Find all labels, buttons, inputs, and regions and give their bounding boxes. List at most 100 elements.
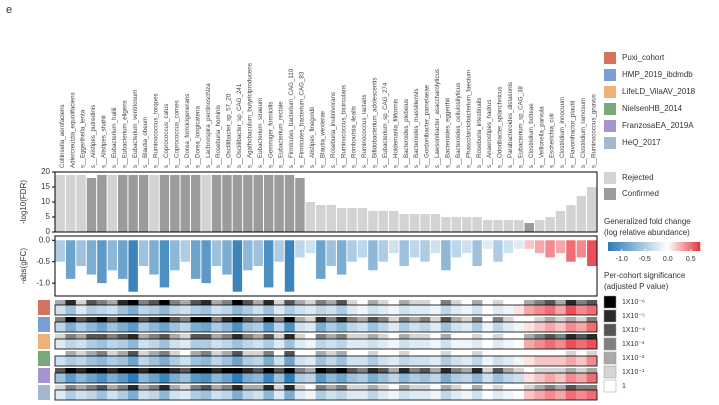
significance-cell [336, 385, 348, 390]
legend-swatch [604, 69, 616, 81]
heat-cell [451, 339, 462, 349]
significance-cell [492, 351, 504, 356]
x-tick-label: s__Ruminococcus_gnavus [590, 94, 597, 168]
heat-cell [346, 356, 358, 366]
significance-cell [221, 385, 233, 390]
heat-cell [586, 305, 598, 315]
bar [201, 240, 211, 284]
colorbar-cell [688, 242, 692, 251]
significance-swatch [603, 379, 617, 393]
heat-cell [55, 322, 66, 332]
colorbar-cell [651, 242, 655, 251]
bar [399, 214, 409, 232]
significance-cell [440, 351, 452, 356]
heat-cell [378, 322, 389, 332]
heat-cell [544, 339, 556, 349]
bar [55, 240, 65, 262]
heat-cell [221, 390, 233, 400]
heat-cell [221, 356, 233, 366]
heat-cell [180, 305, 191, 315]
heat-cell [107, 322, 118, 332]
heat-cell [576, 356, 587, 366]
significance-cell [263, 368, 275, 373]
heat-cell [440, 356, 452, 366]
bar [347, 208, 357, 232]
significance-cell [96, 317, 108, 322]
heat-cell [326, 390, 337, 400]
x-tick-label: s__Coprococcus_catus [163, 104, 170, 168]
x-tick-label: s__Alistipes_finegoldii [309, 107, 316, 168]
x-tick-label: s__Lachnospira_pectinoschiza [205, 83, 212, 168]
significance-cell [367, 317, 379, 322]
y-tick-label: 5 [46, 212, 51, 221]
heat-cell [534, 373, 546, 383]
heat-cell [555, 390, 566, 400]
significance-cell [148, 317, 160, 322]
heat-cell [169, 373, 181, 383]
significance-cell [367, 385, 379, 390]
significance-cell [86, 368, 97, 373]
significance-title: (adjusted P value) [604, 282, 669, 291]
significance-cell [513, 317, 525, 322]
heat-cell [336, 390, 348, 400]
significance-cell [138, 317, 150, 322]
heat-cell [127, 322, 139, 332]
x-tick-label: s__Holdemania_filiformis [392, 99, 399, 168]
significance-cell [576, 334, 587, 339]
significance-cell [55, 300, 66, 305]
significance-cell [242, 368, 254, 373]
heat-cell [190, 390, 202, 400]
significance-cell [555, 351, 566, 356]
heat-cell [357, 339, 368, 349]
heat-cell [200, 356, 212, 366]
significance-cell [127, 334, 139, 339]
heat-cell [86, 356, 97, 366]
colorbar-cell [644, 242, 648, 251]
heat-cell [96, 339, 108, 349]
significance-cell [378, 351, 389, 356]
significance-cell [576, 385, 587, 390]
significance-cell [211, 300, 222, 305]
significance-cell [388, 351, 400, 356]
significance-cell [211, 385, 222, 390]
significance-cell [169, 334, 181, 339]
significance-cell [461, 317, 473, 322]
heat-cell [253, 373, 264, 383]
x-tick-label: s__Eggerthella_lenta [80, 109, 87, 168]
heat-cell [148, 373, 160, 383]
significance-cell [86, 385, 97, 390]
heat-cell [513, 322, 525, 332]
bar [211, 240, 222, 266]
significance-cell [544, 368, 556, 373]
heat-cell [294, 356, 306, 366]
legend-swatch [604, 137, 616, 149]
panel-label: e [6, 4, 12, 16]
bar [118, 240, 128, 279]
bar [295, 240, 305, 258]
significance-cell [430, 300, 441, 305]
significance-cell [461, 300, 473, 305]
significance-cell [378, 385, 389, 390]
significance-cell [138, 385, 150, 390]
heat-cell [451, 322, 462, 332]
bar [284, 175, 295, 232]
heat-cell [565, 373, 577, 383]
heat-cell [263, 356, 275, 366]
heat-cell [461, 339, 473, 349]
significance-cell [263, 317, 275, 322]
significance-cell [180, 317, 191, 322]
significance-cell [398, 385, 410, 390]
colorbar-tick-label: 0.5 [686, 256, 696, 263]
heat-cell [544, 390, 556, 400]
significance-cell [263, 334, 275, 339]
significance-cell [138, 300, 150, 305]
x-tick-label: s__Oscillibacter_sp_CAG_241 [236, 83, 243, 168]
heat-cell [346, 305, 358, 315]
bar [243, 240, 253, 271]
heat-cell [492, 305, 504, 315]
heat-cell [586, 373, 598, 383]
significance-cell [159, 300, 170, 305]
bar [65, 175, 76, 232]
bar [97, 240, 107, 284]
heat-cell [524, 305, 535, 315]
